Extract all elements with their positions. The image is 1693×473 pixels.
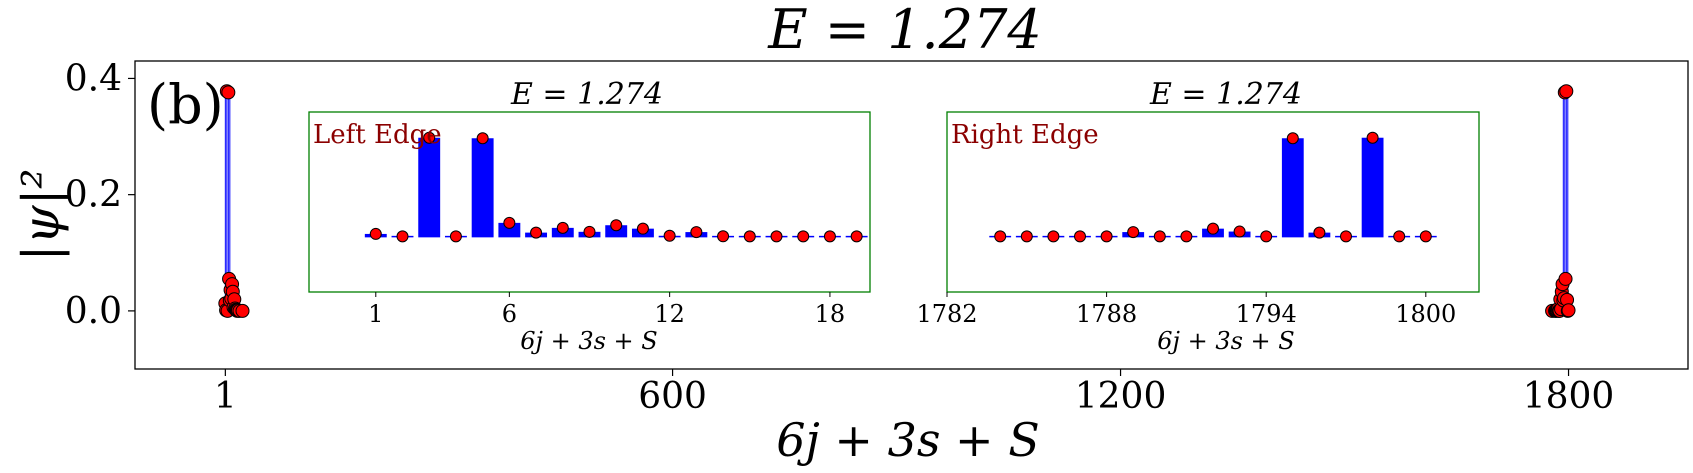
inset-x-tick-label: 1788 (1076, 300, 1137, 328)
inset-left-x-axis-label: 6j + 3s + S (520, 327, 657, 355)
main-x-axis-label: 6j + 3s + S (776, 413, 1040, 467)
inset-data-point (994, 230, 1007, 243)
inset-data-point (1260, 230, 1273, 243)
inset-left-plot-area (364, 131, 868, 243)
inset-data-point (1180, 230, 1193, 243)
main-y-axis: 0.0 0.2 0.4 (65, 58, 135, 332)
inset-data-point (850, 230, 863, 243)
inset-data-point (1100, 230, 1113, 243)
inset-data-point (690, 226, 703, 239)
main-data-point (235, 303, 250, 318)
inset-bar (498, 222, 521, 238)
inset-data-point (449, 230, 462, 243)
inset-data-point (823, 230, 836, 243)
inset-data-point (1393, 230, 1406, 243)
inset-x-tick-label: 1782 (916, 300, 977, 328)
inset-left-edge: E = 1.274 Left Edge 1 6 12 18 6j + 3s + S (308, 77, 871, 355)
inset-data-point (1419, 230, 1432, 243)
main-x-tick-label: 1 (214, 376, 237, 417)
inset-data-point (396, 230, 409, 243)
main-y-tick-label: 0.4 (65, 58, 122, 99)
inset-data-point (1313, 226, 1326, 239)
inset-data-point (583, 225, 596, 238)
main-y-axis-label: |ψ|² (12, 169, 70, 262)
inset-right-annotation: Right Edge (951, 120, 1099, 150)
inset-x-tick-label: 1794 (1236, 300, 1297, 328)
inset-data-point (610, 219, 623, 232)
inset-data-point (1233, 225, 1246, 238)
inset-data-point (1047, 230, 1060, 243)
inset-x-tick-label: 12 (654, 300, 685, 328)
main-data-point (1558, 271, 1573, 286)
inset-right-title: E = 1.274 (1149, 77, 1302, 112)
main-data-point (221, 85, 236, 100)
inset-right-x-axis: 1782 1788 1794 1800 (916, 292, 1456, 328)
main-x-tick-label: 600 (638, 376, 707, 417)
inset-data-point (797, 230, 810, 243)
inset-data-point (423, 131, 436, 144)
inset-data-point (1286, 132, 1299, 145)
inset-x-tick-label: 1 (368, 300, 383, 328)
inset-x-tick-label: 18 (815, 300, 846, 328)
inset-bar (418, 137, 441, 238)
main-x-tick-label: 1200 (1075, 376, 1167, 417)
inset-x-tick-label: 6 (502, 300, 517, 328)
figure-title: E = 1.274 (767, 0, 1042, 61)
inset-data-point (1074, 230, 1086, 243)
inset-data-point (770, 230, 783, 243)
inset-bar (605, 225, 628, 238)
main-y-tick-label: 0.2 (65, 175, 122, 216)
inset-right-plot-area (989, 131, 1437, 243)
inset-data-point (1340, 230, 1352, 243)
inset-data-point (1207, 222, 1219, 235)
main-data-point (1561, 303, 1576, 318)
inset-bar (471, 138, 494, 238)
inset-data-point (1366, 131, 1379, 144)
inset-data-point (556, 221, 569, 234)
main-x-axis: 1 600 1200 1800 (214, 369, 1614, 417)
main-y-tick-label: 0.0 (65, 291, 122, 332)
inset-right-x-axis-label: 6j + 3s + S (1157, 327, 1294, 355)
inset-data-point (717, 230, 730, 243)
inset-data-point (636, 222, 649, 235)
main-plot-area (218, 84, 1576, 318)
inset-data-point (1153, 230, 1166, 243)
inset-data-point (476, 132, 489, 145)
inset-right-frame (946, 111, 1480, 293)
panel-label: (b) (147, 73, 224, 136)
main-x-tick-label: 1800 (1523, 376, 1615, 417)
inset-data-point (1020, 230, 1033, 243)
inset-right-edge: E = 1.274 Right Edge 1782 1788 1794 1800 6j… (916, 77, 1480, 355)
inset-left-x-axis: 1 6 12 18 (368, 292, 845, 328)
inset-left-annotation: Left Edge (313, 120, 442, 150)
inset-data-point (743, 230, 756, 243)
inset-data-point (663, 229, 676, 242)
inset-bar (1281, 138, 1304, 238)
inset-data-point (503, 216, 516, 229)
inset-data-point (1127, 226, 1140, 239)
inset-left-title: E = 1.274 (510, 77, 663, 112)
main-plot-frame (134, 60, 1689, 370)
inset-data-point (530, 226, 543, 239)
inset-x-tick-label: 1800 (1395, 300, 1456, 328)
main-data-point (1559, 84, 1574, 99)
inset-left-frame (308, 111, 871, 293)
inset-bar (1361, 137, 1384, 238)
inset-data-point (369, 227, 382, 240)
